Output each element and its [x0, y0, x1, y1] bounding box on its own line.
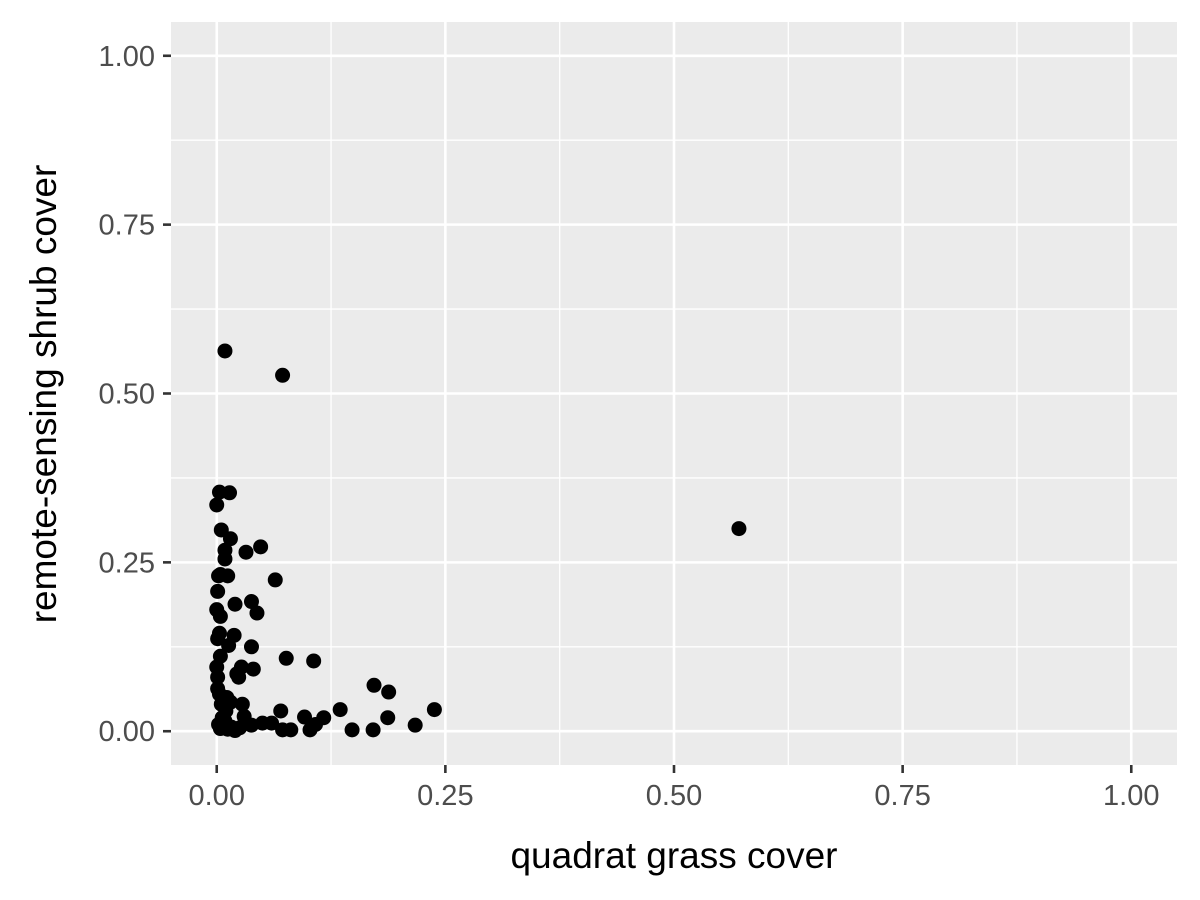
data-point — [217, 343, 233, 359]
data-point — [210, 583, 226, 599]
data-point — [426, 702, 442, 718]
data-point — [332, 702, 348, 718]
data-point — [214, 710, 230, 726]
x-axis-title: quadrat grass cover — [510, 835, 837, 876]
data-point — [245, 661, 261, 677]
data-point — [306, 653, 322, 669]
data-point — [253, 539, 269, 555]
data-point — [217, 551, 233, 567]
y-tick-label: 1.00 — [99, 41, 155, 73]
data-point — [264, 715, 280, 731]
data-point — [212, 608, 228, 624]
data-point — [222, 485, 238, 501]
data-point — [731, 521, 747, 537]
x-tick-label: 0.00 — [189, 780, 245, 812]
data-points — [209, 343, 747, 739]
x-tick-label: 0.75 — [874, 780, 930, 812]
grid-lines — [171, 22, 1177, 765]
data-point — [278, 650, 294, 666]
data-point — [407, 717, 423, 733]
data-point — [267, 572, 283, 588]
y-tick-label: 0.00 — [99, 716, 155, 748]
data-point — [275, 367, 291, 383]
data-point — [210, 669, 226, 685]
data-point — [243, 717, 259, 733]
axis-ticks: 0.00 0.25 0.50 0.75 1.00 0.00 0.25 0.50 0.75 1.00 — [99, 41, 1160, 812]
data-point — [227, 596, 243, 612]
data-point — [220, 721, 236, 737]
data-point — [283, 722, 299, 738]
data-point — [273, 703, 289, 719]
x-tick-label: 1.00 — [1103, 780, 1159, 812]
data-point — [231, 669, 247, 685]
data-point — [209, 497, 225, 513]
x-tick-label: 0.25 — [417, 780, 473, 812]
y-tick-label: 0.75 — [99, 210, 155, 242]
data-point — [366, 677, 382, 693]
x-tick-label: 0.50 — [646, 780, 702, 812]
data-point — [222, 531, 238, 547]
data-point — [381, 684, 397, 700]
data-point — [238, 544, 254, 560]
data-point — [210, 631, 226, 647]
data-point — [234, 696, 250, 712]
data-point — [344, 722, 360, 738]
data-point — [243, 594, 259, 610]
data-point — [302, 722, 318, 738]
y-axis-title: remote-sensing shrub cover — [23, 165, 64, 624]
data-point — [243, 639, 259, 655]
data-point — [365, 722, 381, 738]
data-point — [221, 637, 237, 653]
y-tick-label: 0.25 — [99, 547, 155, 579]
data-point — [380, 710, 396, 726]
y-tick-label: 0.50 — [99, 379, 155, 411]
data-point — [297, 709, 313, 725]
data-point — [220, 568, 236, 584]
data-point — [249, 605, 265, 621]
